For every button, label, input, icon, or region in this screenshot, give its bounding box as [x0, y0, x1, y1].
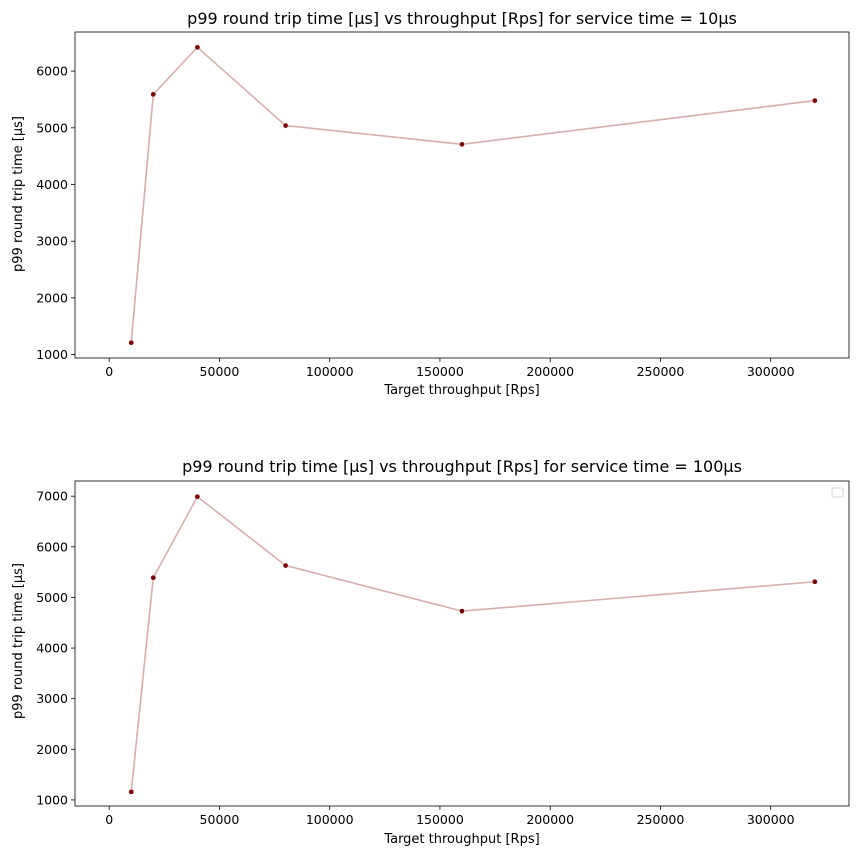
data-point: [282, 122, 289, 129]
y-tick-label: 6000: [36, 64, 68, 79]
x-tick-label: 150000: [416, 812, 464, 827]
series-line: [130, 46, 815, 343]
y-tick-label: 4000: [36, 177, 68, 192]
data-point: [459, 608, 465, 614]
data-point: [811, 578, 818, 585]
y-tick-label: 5000: [36, 120, 68, 135]
y-tick-label: 7000: [36, 489, 68, 504]
y-axis-label: p99 round trip time [µs]: [11, 116, 26, 272]
data-point: [150, 574, 157, 581]
x-tick-label: 300000: [747, 364, 795, 379]
data-point: [128, 339, 135, 346]
y-tick-label: 6000: [36, 539, 68, 554]
x-tick-label: 300000: [747, 812, 795, 827]
axes-frame: [74, 31, 850, 359]
x-tick-label: 50000: [200, 364, 240, 379]
x-tick-label: 0: [105, 364, 113, 379]
x-tick-label: 150000: [416, 364, 464, 379]
x-tick-label: 200000: [526, 812, 574, 827]
x-tick-label: 250000: [637, 812, 685, 827]
x-axis-label: Target throughput [Rps]: [383, 832, 539, 847]
subplot-service-time-100: p99 round trip time [µs] vs throughput […: [11, 457, 850, 847]
legend-box: [831, 487, 844, 498]
plot-area: 0 50000 100000 150000 200000 250000 300000 1000…: [36, 480, 850, 827]
y-tick-label: 3000: [36, 691, 68, 706]
y-tick-label: 1000: [36, 347, 68, 362]
data-point: [811, 97, 818, 104]
data-point: [459, 141, 465, 148]
y-tick-label: 2000: [36, 742, 68, 757]
subplot-service-time-10: p99 round trip time [µs] vs throughput […: [11, 9, 850, 398]
chart-title: p99 round trip time [µs] vs throughput […: [187, 9, 737, 28]
data-point: [194, 44, 201, 51]
data-point: [282, 562, 289, 569]
x-tick-label: 0: [105, 812, 113, 827]
x-tick-label: 200000: [526, 364, 574, 379]
plot-area: 0 50000 100000 150000 200000 250000 300000 1000…: [36, 31, 850, 379]
x-tick-label: 100000: [306, 812, 354, 827]
series-line: [130, 495, 815, 792]
y-tick-label: 5000: [36, 590, 68, 605]
y-tick-label: 2000: [36, 290, 68, 305]
x-axis-label: Target throughput [Rps]: [383, 383, 539, 398]
x-tick-label: 100000: [306, 364, 354, 379]
data-point: [150, 91, 157, 98]
data-point: [194, 493, 201, 500]
y-tick-label: 4000: [36, 641, 68, 656]
chart-title: p99 round trip time [µs] vs throughput […: [182, 457, 742, 476]
axes-frame: [74, 480, 850, 807]
data-point: [128, 788, 135, 795]
y-tick-label: 1000: [36, 792, 68, 807]
y-axis-label: p99 round trip time [µs]: [11, 563, 26, 719]
x-tick-label: 50000: [200, 812, 240, 827]
x-tick-label: 250000: [637, 364, 685, 379]
y-tick-label: 3000: [36, 234, 68, 249]
